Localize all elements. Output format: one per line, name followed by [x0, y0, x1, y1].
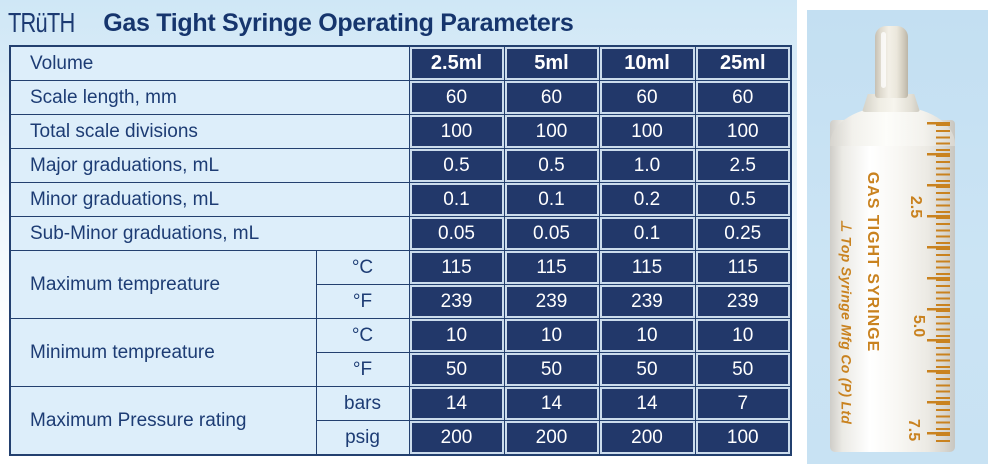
value-cell: 200 — [503, 420, 600, 456]
table-row: psig 200 200 200 100 — [10, 420, 792, 456]
graduation-label-5-0: 5.0 — [910, 314, 927, 338]
unit-cell: °F — [315, 352, 410, 387]
param-label-cell: Major graduations, mL — [9, 148, 410, 183]
unit-cell: psig — [315, 420, 410, 456]
value-cell: 50 — [694, 352, 792, 387]
param-label-cell: Maximum Pressure rating — [9, 386, 317, 456]
syringe-photo-panel: 2.5 5.0 7.5 GAS TIGHT SYRINGE ⊥ Top Syri… — [807, 10, 988, 464]
masthead: TRüTH Gas Tight Syringe Operating Parame… — [8, 3, 574, 43]
table-row: Minimum tempreature °C 10 10 10 10 — [9, 318, 792, 387]
value-cell: 7 — [694, 386, 792, 421]
value-cell: 50 — [598, 352, 696, 387]
value-cell: 200 — [408, 420, 505, 456]
value-cell: 100 — [503, 114, 600, 149]
value-cell: 0.2 — [598, 182, 696, 217]
value-cell: 0.5 — [503, 148, 600, 183]
value-cell: 100 — [408, 114, 505, 149]
value-cell: 1.0 — [598, 148, 696, 183]
value-cell: 100 — [694, 420, 792, 456]
value-cell: 50 — [503, 352, 600, 387]
param-label-cell: Maximum tempreature — [9, 250, 317, 319]
param-label-cell: Sub-Minor graduations, mL — [9, 216, 410, 251]
syringe-collar — [862, 94, 920, 112]
table-row-volume: Volume 2.5ml 5ml 10ml 25ml — [9, 45, 792, 81]
value-cell: 115 — [598, 250, 696, 285]
value-cell: 14 — [598, 386, 696, 421]
value-cell: 0.5 — [694, 182, 792, 217]
table-row: Major graduations, mL 0.5 0.5 1.0 2.5 — [9, 148, 792, 183]
value-cell: 200 — [598, 420, 696, 456]
value-cell: 10 — [503, 318, 600, 353]
operating-parameters-table: Volume 2.5ml 5ml 10ml 25ml Scale length,… — [9, 45, 792, 456]
value-cell: 10 — [408, 318, 505, 353]
value-cell: 115 — [694, 250, 792, 285]
value-cell: 0.1 — [503, 182, 600, 217]
syringe-manufacturer-text: ⊥ Top Syringe Mfg Co (P) Ltd — [838, 219, 855, 425]
value-cell: 14 — [408, 386, 505, 421]
volume-header-cell: 10ml — [598, 45, 696, 81]
value-cell: 0.25 — [694, 216, 792, 251]
value-cell: 60 — [408, 80, 505, 115]
value-cell: 239 — [408, 284, 505, 319]
value-cell: 100 — [694, 114, 792, 149]
value-cell: 10 — [694, 318, 792, 353]
table-row: Sub-Minor graduations, mL 0.05 0.05 0.1 … — [9, 216, 792, 251]
value-cell: 115 — [408, 250, 505, 285]
graduation-label-2-5: 2.5 — [907, 195, 924, 219]
syringe-tip — [875, 26, 908, 98]
param-label-cell: Scale length, mm — [9, 80, 410, 115]
value-cell: 14 — [503, 386, 600, 421]
param-label-cell: Minor graduations, mL — [9, 182, 410, 217]
volume-header-cell: 5ml — [503, 45, 600, 81]
value-cell: 60 — [503, 80, 600, 115]
value-cell: 10 — [598, 318, 696, 353]
table-row: °F 239 239 239 239 — [10, 284, 792, 319]
value-cell: 100 — [598, 114, 696, 149]
syringe-product-name: GAS TIGHT SYRINGE — [864, 171, 881, 353]
table-row: Maximum Pressure rating bars 14 14 14 7 — [9, 386, 792, 456]
value-cell: 0.05 — [503, 216, 600, 251]
table-row: Minor graduations, mL 0.1 0.1 0.2 0.5 — [9, 182, 792, 217]
table-row: °F 50 50 50 50 — [10, 352, 792, 387]
table-row: Maximum tempreature °C 115 115 115 115 — [9, 250, 792, 319]
table-row: Scale length, mm 60 60 60 60 — [9, 80, 792, 115]
value-cell: 0.5 — [408, 148, 505, 183]
volume-header-cell: 25ml — [694, 45, 792, 81]
unit-cell: bars — [315, 386, 410, 421]
graduation-ticks-major — [927, 122, 950, 444]
param-label-cell: Volume — [9, 45, 410, 81]
page-title: Gas Tight Syringe Operating Parameters — [103, 8, 574, 37]
value-cell: 60 — [694, 80, 792, 115]
value-cell: 2.5 — [694, 148, 792, 183]
brand-logo: TRüTH — [8, 7, 75, 38]
value-cell: 0.1 — [408, 182, 505, 217]
value-cell: 115 — [503, 250, 600, 285]
value-cell: 239 — [598, 284, 696, 319]
unit-cell: °C — [315, 318, 410, 353]
param-label-cell: Minimum tempreature — [9, 318, 317, 387]
table-row: Total scale divisions 100 100 100 100 — [9, 114, 792, 149]
value-cell: 239 — [694, 284, 792, 319]
value-cell: 239 — [503, 284, 600, 319]
unit-cell: °C — [315, 250, 410, 285]
value-cell: 60 — [598, 80, 696, 115]
volume-header-cell: 2.5ml — [408, 45, 505, 81]
graduation-label-7-5: 7.5 — [905, 418, 922, 442]
value-cell: 50 — [408, 352, 505, 387]
unit-cell: °F — [315, 284, 410, 319]
param-label-cell: Total scale divisions — [9, 114, 410, 149]
value-cell: 0.05 — [408, 216, 505, 251]
value-cell: 0.1 — [598, 216, 696, 251]
